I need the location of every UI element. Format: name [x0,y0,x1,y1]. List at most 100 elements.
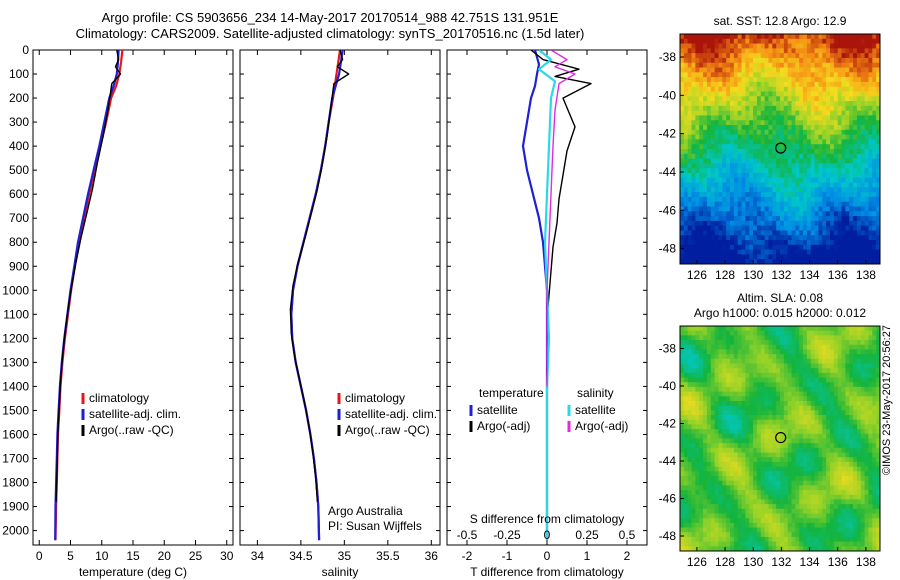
temperature-ytick-label: 100 [9,67,29,81]
sla_map-cell [826,358,831,364]
sst_map-cell [826,120,831,126]
sst_map-cell [733,81,739,88]
temperature-ytick-label: 800 [9,235,29,249]
sst_map-cell [687,235,692,241]
sst_map-cell [772,206,777,212]
sla_map-cell [810,363,816,369]
sst_map-cell [799,62,804,68]
sst_map-cell [706,153,712,159]
sla_map-cell [714,457,719,463]
sst_map-cell [845,96,850,102]
sla_map-cell [849,499,854,505]
sst_map-cell [833,192,839,198]
sla_map-cell [699,386,704,393]
sst_map-cell [841,129,846,136]
sst_map-cell [833,53,839,59]
sla_map-cell [837,476,842,482]
sst_map-cell [849,81,854,88]
sla_map-cell [856,396,862,402]
sst_map-cell [706,96,712,102]
sla_map-cell [691,391,696,397]
sst_map-cell [737,91,742,97]
sst_map-cell [868,216,873,222]
sst_map-cell [868,225,873,231]
sla_map-cell [849,415,854,421]
sla_map-cell [837,415,842,421]
sst_map-cell [733,101,739,107]
sla_map-cell [818,490,823,496]
sst_map-cell [699,182,704,188]
sst_map-cell [799,34,804,40]
sla_map-cell [745,476,750,482]
sla_map-cell [768,401,773,407]
sst_map-cell [845,129,850,136]
sst_map-cell [818,163,823,169]
sla_map-cell [864,490,869,496]
sst_map-cell [849,91,854,97]
sst_map-cell [753,249,758,255]
sst_map-cell [814,67,819,73]
sst_map-cell [714,158,719,164]
sst_map-cell [745,67,750,73]
sla_map-cell [872,410,877,416]
sst_map-cell [714,125,719,131]
sst_map-cell [691,206,696,212]
sst_map-cell [845,53,850,59]
sst_map-cell [791,144,796,150]
sst_map-cell [756,77,762,83]
sst_map-cell [860,249,866,255]
sst_map-cell [799,101,804,107]
sla_map-cell [853,344,858,350]
sla_map-cell [699,424,704,430]
sst_map-cell [710,57,716,64]
sla_map-cell [722,386,727,393]
sst_map-cell [868,230,873,236]
sla_map-cell [718,354,723,360]
sla_map-cell [818,386,823,393]
sla_map-cell [764,499,769,505]
sla_map-cell [760,485,766,491]
sla_map-cell [768,419,773,425]
sla_map-cell [776,386,781,393]
sst_map-cell [695,86,700,92]
sst_map-cell [730,101,735,107]
sst_map-cell [849,240,854,246]
sla_map-cell [837,363,842,369]
sst_map-cell [776,201,781,207]
sst_map-cell [799,225,804,231]
sla_map-cell [818,419,823,425]
sst_map-cell [849,187,854,193]
sla_map-cell [687,476,692,482]
sla_map-cell [745,513,750,519]
sla_map-cell [695,340,700,346]
sla_map-cell [710,410,716,416]
sla_map-cell [741,438,746,444]
sla_map-cell [791,461,796,468]
sst_map-cell [768,211,773,217]
sst_map-cell [845,125,850,131]
sla_map-cell [730,382,735,388]
sst_map-cell [783,163,789,169]
sst_map-cell [714,134,719,140]
sla_map-cell [810,372,816,378]
sst_map-cell [722,96,727,102]
sst_map-cell [833,163,839,169]
sst_map-cell [753,201,758,207]
sla_map-cell [760,386,766,393]
sla_map-cell [818,518,823,524]
sst_map-cell [799,220,804,227]
sla_map-cell [787,429,792,435]
sla_map-cell [799,363,804,369]
sst_map-cell [772,168,777,174]
sst_map-cell [699,235,704,241]
sst_map-cell [699,115,704,121]
sla_map-cell [772,326,777,332]
sst_map-cell [683,67,689,73]
sla_map-cell [749,476,754,482]
sst_map-cell [841,110,846,116]
sla_map-cell [841,382,846,388]
sla_map-cell [760,363,766,369]
sla_map-cell [868,340,873,346]
sst_map-cell [795,38,800,44]
sst_map-cell [849,249,854,255]
